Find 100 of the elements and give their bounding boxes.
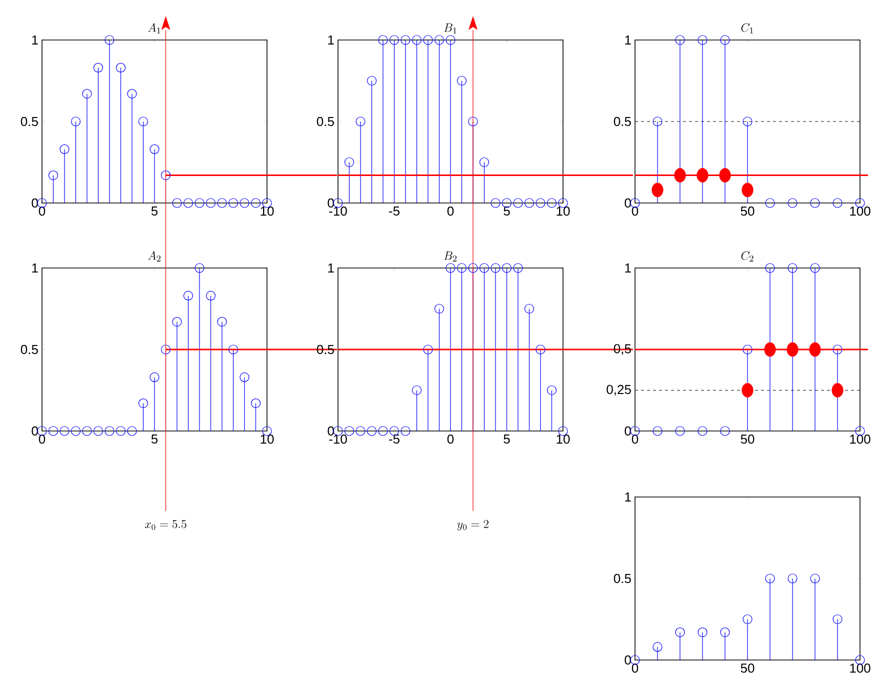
chart-title: $B_2$ <box>444 251 457 262</box>
chart-title: $A_1$ <box>148 23 160 34</box>
y-tick-label: 0 <box>328 426 334 436</box>
point <box>217 198 227 208</box>
point <box>356 426 366 436</box>
point <box>446 35 456 45</box>
y-tick-label: 0 <box>32 426 38 436</box>
point <box>183 198 194 208</box>
point <box>240 372 250 382</box>
x-tick-label: 50 <box>740 206 754 216</box>
x-tick-label: 0 <box>632 206 638 216</box>
point <box>116 62 126 73</box>
x-tick-label: 10 <box>556 434 570 444</box>
point <box>240 198 250 208</box>
point <box>423 35 433 45</box>
x-tick-label: -10 <box>329 434 347 444</box>
point <box>742 383 754 398</box>
point <box>93 62 104 73</box>
point <box>228 198 238 208</box>
ref-line-label: $y_0 = 2$ <box>457 520 488 530</box>
x-tick-label: 100 <box>850 206 870 216</box>
point <box>172 198 182 208</box>
y-tick-label: 1 <box>32 264 38 272</box>
point <box>675 35 685 45</box>
point <box>172 316 182 327</box>
point <box>720 627 730 638</box>
ref-line-label: $x_0 = 5.5$ <box>144 520 186 530</box>
point <box>765 263 775 273</box>
x-tick-label: -10 <box>329 206 347 216</box>
point <box>194 263 204 273</box>
point <box>513 263 523 273</box>
y-tick-label: 0 <box>328 198 334 208</box>
point <box>810 263 820 273</box>
y-tick-label: 1 <box>625 264 631 272</box>
y-tick-label: 0 <box>624 655 631 665</box>
point <box>536 198 546 208</box>
y-tick-label: 1 <box>328 264 334 272</box>
point <box>127 88 137 99</box>
x-tick-label: 50 <box>740 664 754 673</box>
point <box>652 426 662 436</box>
point <box>502 263 512 273</box>
point <box>742 116 752 126</box>
point <box>788 263 798 273</box>
point <box>217 316 227 327</box>
y-tick-label: 1 <box>32 36 38 44</box>
point <box>675 627 685 638</box>
point <box>400 426 410 436</box>
x-tick-label: 5 <box>151 434 158 444</box>
y-tick-label: 0 <box>624 426 631 436</box>
x-tick-label: 10 <box>260 206 274 216</box>
point <box>104 35 114 45</box>
y-tick-label: 0.5 <box>316 116 334 126</box>
point <box>150 144 160 154</box>
point <box>786 342 798 357</box>
point <box>70 116 81 126</box>
point <box>456 76 467 86</box>
x-tick-label: 5 <box>151 206 158 216</box>
point <box>720 35 730 45</box>
x-tick-label: 10 <box>556 206 570 216</box>
point <box>82 88 92 99</box>
point <box>720 426 730 436</box>
point <box>832 344 842 354</box>
chart-title: $A_2$ <box>148 251 160 262</box>
point <box>479 157 490 168</box>
x-tick-label: 10 <box>260 434 274 444</box>
point <box>82 426 92 436</box>
point <box>698 627 708 638</box>
point <box>344 157 354 168</box>
x-tick-label: 5 <box>504 206 510 216</box>
point <box>456 263 467 273</box>
point <box>652 642 662 652</box>
chart-title: $C_1$ <box>741 23 754 34</box>
point <box>696 168 708 182</box>
point <box>378 426 388 436</box>
x-tick-label: -5 <box>389 434 400 444</box>
point <box>810 574 820 584</box>
x-tick-label: 0 <box>447 206 454 216</box>
point <box>490 263 500 273</box>
point <box>764 342 776 357</box>
x-tick-label: 0 <box>632 664 638 673</box>
point <box>423 344 433 354</box>
point <box>809 342 821 357</box>
point <box>344 426 354 436</box>
point <box>468 116 478 126</box>
point <box>206 290 216 301</box>
point <box>490 198 500 208</box>
point <box>765 574 775 584</box>
point <box>228 344 238 354</box>
x-tick-label: 50 <box>740 434 754 444</box>
point <box>48 170 58 180</box>
point <box>60 426 70 436</box>
point <box>138 116 148 126</box>
point <box>378 35 388 45</box>
point <box>546 198 557 208</box>
point <box>104 426 114 436</box>
x-tick-label: 5 <box>504 434 510 444</box>
point <box>412 35 422 45</box>
point <box>116 426 126 436</box>
point <box>832 383 844 398</box>
point <box>524 304 534 314</box>
